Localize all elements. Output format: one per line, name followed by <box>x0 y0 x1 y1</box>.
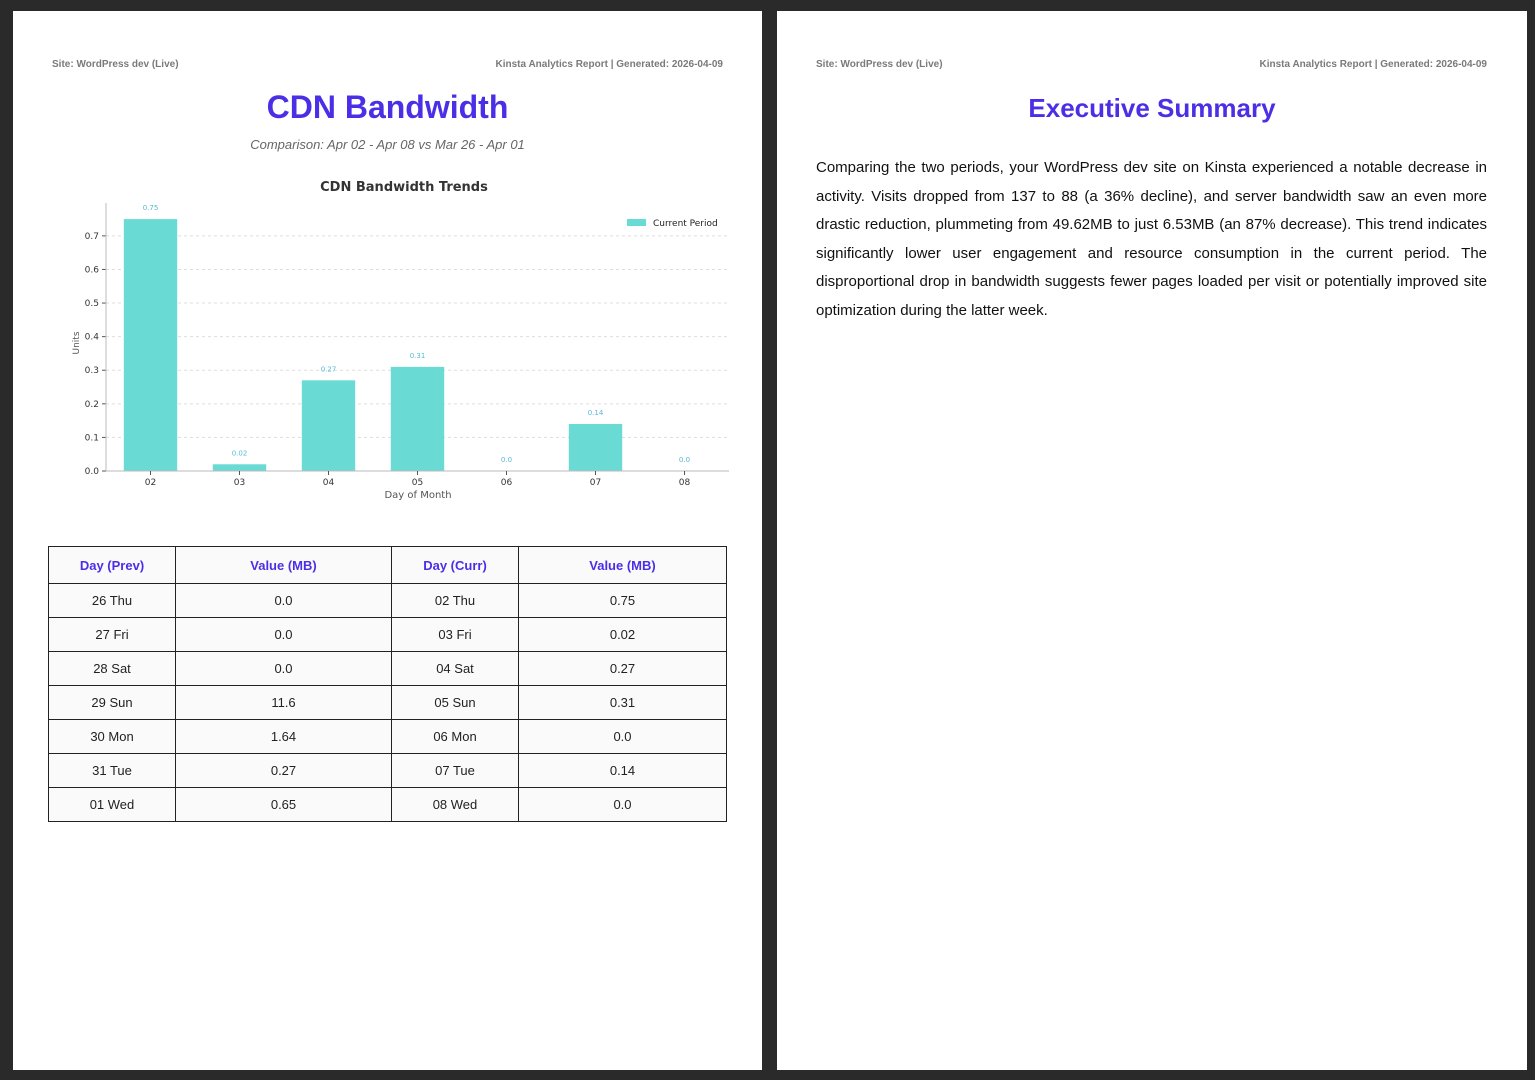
table-cell: 04 Sat <box>391 651 519 686</box>
table-cell: 28 Sat <box>48 651 176 686</box>
table-cell: 0.0 <box>175 651 392 686</box>
y-tick-label: 0.1 <box>85 433 99 443</box>
table-cell: 27 Fri <box>48 617 176 652</box>
table-row: 28 Sat 0.0 04 Sat 0.27 <box>48 651 727 686</box>
comparison-subtitle: Comparison: Apr 02 - Apr 08 vs Mar 26 - … <box>250 137 525 152</box>
y-axis-label: Units <box>72 331 82 354</box>
bar-value-label: 0.0 <box>679 456 690 464</box>
header-site: Site: WordPress dev (Live) <box>52 59 179 70</box>
x-tick-label: 03 <box>234 478 245 488</box>
bar-value-label: 0.0 <box>501 456 512 464</box>
table-cell: 0.02 <box>518 617 727 652</box>
table-cell: 26 Thu <box>48 583 176 618</box>
bar-value-label: 0.02 <box>232 449 248 457</box>
bar-current-period <box>301 380 356 471</box>
chart-legend: Current Period <box>627 219 718 229</box>
table-cell: 0.65 <box>175 787 392 822</box>
table-cell: 0.0 <box>175 617 392 652</box>
legend-swatch <box>627 219 646 226</box>
x-tick-label: 04 <box>323 478 335 488</box>
table-row: 29 Sun 11.6 05 Sun 0.31 <box>48 685 727 720</box>
header-site: Site: WordPress dev (Live) <box>816 59 943 70</box>
table-cell: 07 Tue <box>391 753 519 788</box>
bar-current-period <box>390 366 445 471</box>
y-tick-label: 0.0 <box>85 467 100 477</box>
column-header-day-prev: Day (Prev) <box>48 546 176 584</box>
table-header-row: Day (Prev) Value (MB) Day (Curr) Value (… <box>48 546 727 584</box>
column-header-value-prev: Value (MB) <box>175 546 392 584</box>
table-row: 31 Tue 0.27 07 Tue 0.14 <box>48 753 727 788</box>
table-row: 27 Fri 0.0 03 Fri 0.02 <box>48 617 727 652</box>
table-row: 30 Mon 1.64 06 Mon 0.0 <box>48 719 727 754</box>
table-cell: 08 Wed <box>391 787 519 822</box>
table-cell: 0.75 <box>518 583 727 618</box>
table-row: 26 Thu 0.0 02 Thu 0.75 <box>48 583 727 618</box>
x-tick-label: 06 <box>501 478 513 488</box>
bar-value-label: 0.31 <box>410 352 426 360</box>
report-page-executive-summary: Site: WordPress dev (Live) Kinsta Analyt… <box>777 11 1527 1070</box>
header-report: Kinsta Analytics Report | Generated: 202… <box>1259 59 1487 70</box>
x-tick-label: 02 <box>145 478 156 488</box>
table-cell: 02 Thu <box>391 583 519 618</box>
bar-current-period <box>568 423 623 471</box>
bar-value-label: 0.27 <box>321 365 337 373</box>
table-cell: 11.6 <box>175 685 392 720</box>
bar-current-period <box>123 219 178 471</box>
y-tick-label: 0.7 <box>85 232 99 242</box>
table-row: 01 Wed 0.65 08 Wed 0.0 <box>48 787 727 822</box>
table-cell: 0.27 <box>518 651 727 686</box>
table-cell: 1.64 <box>175 719 392 754</box>
table-cell: 0.0 <box>175 583 392 618</box>
executive-summary-text: Comparing the two periods, your WordPres… <box>816 159 1487 319</box>
y-tick-label: 0.4 <box>85 333 100 343</box>
y-tick-label: 0.5 <box>85 299 99 309</box>
y-tick-label: 0.6 <box>85 265 100 275</box>
table-cell: 0.14 <box>518 753 727 788</box>
header-report: Kinsta Analytics Report | Generated: 202… <box>495 59 723 70</box>
page-title: CDN Bandwidth <box>266 89 509 125</box>
bar-value-label: 0.14 <box>588 409 604 417</box>
report-page-cdn-bandwidth: Site: WordPress dev (Live) Kinsta Analyt… <box>13 11 762 1070</box>
table-cell: 0.31 <box>518 685 727 720</box>
x-axis-label: Day of Month <box>384 490 451 501</box>
bar-current-period <box>212 464 267 471</box>
table-cell: 29 Sun <box>48 685 176 720</box>
column-header-value-curr: Value (MB) <box>518 546 727 584</box>
table-cell: 31 Tue <box>48 753 176 788</box>
bar-value-label: 0.75 <box>143 204 159 212</box>
x-tick-label: 07 <box>590 478 601 488</box>
bandwidth-bar-chart: CDN Bandwidth Trends 0.75 0.02 0.27 0.31 0.0… <box>72 180 729 501</box>
x-tick-label: 05 <box>412 478 423 488</box>
table-cell: 01 Wed <box>48 787 176 822</box>
y-tick-label: 0.3 <box>85 366 99 376</box>
table-cell: 0.0 <box>518 787 727 822</box>
table-cell: 0.0 <box>518 719 727 754</box>
table-cell: 30 Mon <box>48 719 176 754</box>
bandwidth-comparison-table: Day (Prev) Value (MB) Day (Curr) Value (… <box>48 546 727 822</box>
table-cell: 06 Mon <box>391 719 519 754</box>
legend-label: Current Period <box>653 219 718 229</box>
y-tick-label: 0.2 <box>85 400 99 410</box>
x-tick-label: 08 <box>679 478 691 488</box>
page-title: Executive Summary <box>1028 93 1276 123</box>
table-cell: 05 Sun <box>391 685 519 720</box>
table-cell: 0.27 <box>175 753 392 788</box>
column-header-day-curr: Day (Curr) <box>391 546 519 584</box>
chart-title: CDN Bandwidth Trends <box>320 180 488 195</box>
table-cell: 03 Fri <box>391 617 519 652</box>
